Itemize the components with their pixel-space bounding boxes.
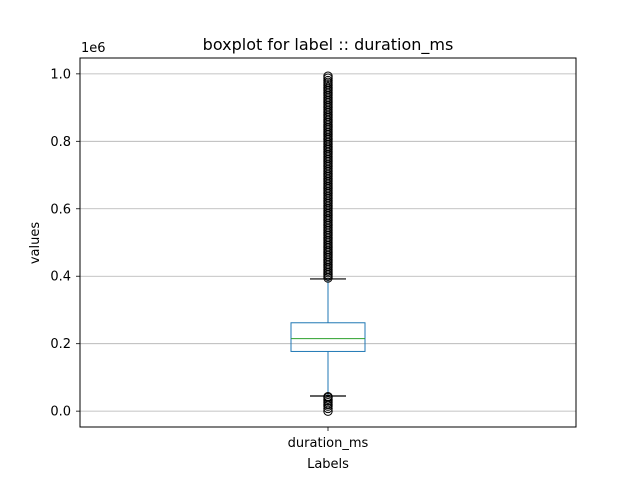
y-tick-label: 0.6 xyxy=(50,202,71,217)
x-axis-label: Labels xyxy=(307,457,349,472)
chart-title: boxplot for label :: duration_ms xyxy=(203,35,454,55)
box-layer xyxy=(290,71,366,416)
y-tick-label: 0.2 xyxy=(50,337,71,352)
flier-point xyxy=(323,71,333,81)
flier-point xyxy=(323,403,333,414)
flier-point xyxy=(323,391,333,402)
flier-point xyxy=(323,75,333,86)
y-axis-label: values xyxy=(28,222,43,265)
tick-layer: 0.0 0.2 0.4 0.6 0.8 1.0 duration_ms xyxy=(50,67,368,451)
x-tick-label: duration_ms xyxy=(288,436,369,451)
y-tick-label: 0.8 xyxy=(50,135,71,150)
y-offset-label: 1e6 xyxy=(81,41,106,56)
y-tick-label: 1.0 xyxy=(50,67,71,82)
box-iqr xyxy=(290,322,366,352)
y-tick-label: 0.4 xyxy=(50,270,71,285)
y-tick-label: 0.0 xyxy=(50,405,71,420)
